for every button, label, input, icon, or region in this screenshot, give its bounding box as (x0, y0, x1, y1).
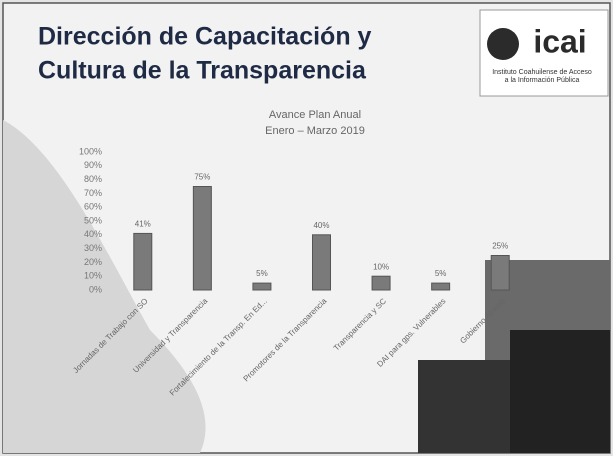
y-tick-label: 0% (89, 284, 102, 294)
y-tick-label: 30% (84, 243, 102, 253)
chart-title: Avance Plan Anual (269, 109, 361, 121)
chart-subtitle: Enero – Marzo 2019 (265, 125, 365, 137)
institute: a la Información Pública (505, 77, 580, 84)
page: Dirección de Capacitación y Cultura de l… (0, 0, 613, 456)
logo-icon (487, 28, 519, 60)
y-tick-label: 80% (84, 174, 102, 184)
decor-darker (510, 330, 610, 453)
value-label: 5% (256, 269, 268, 278)
y-tick-label: 70% (84, 188, 102, 198)
institute: Instituto Coahuilense de Acceso (492, 69, 592, 76)
y-tick-label: 100% (79, 146, 102, 156)
bar (372, 276, 390, 290)
y-tick-label: 20% (84, 257, 102, 267)
bar (313, 235, 331, 290)
bar (491, 256, 509, 291)
value-label: 25% (492, 242, 508, 251)
value-label: 10% (373, 262, 389, 271)
y-tick-label: 90% (84, 160, 102, 170)
bar (193, 187, 211, 291)
y-tick-label: 50% (84, 215, 102, 225)
logo-text: icai (533, 23, 586, 59)
value-label: 41% (135, 220, 151, 229)
slide-title: Dirección de Capacitación y (38, 23, 372, 51)
slide: Dirección de Capacitación y Cultura de l… (0, 0, 613, 456)
y-tick-label: 40% (84, 229, 102, 239)
value-label: 40% (313, 221, 329, 230)
y-tick-label: 60% (84, 202, 102, 212)
slide-title: Cultura de la Transparencia (38, 57, 367, 85)
value-label: 5% (435, 269, 447, 278)
bar (253, 283, 271, 290)
bar (432, 283, 450, 290)
y-tick-label: 10% (84, 271, 102, 281)
value-label: 75% (194, 173, 210, 182)
bar (134, 233, 152, 290)
